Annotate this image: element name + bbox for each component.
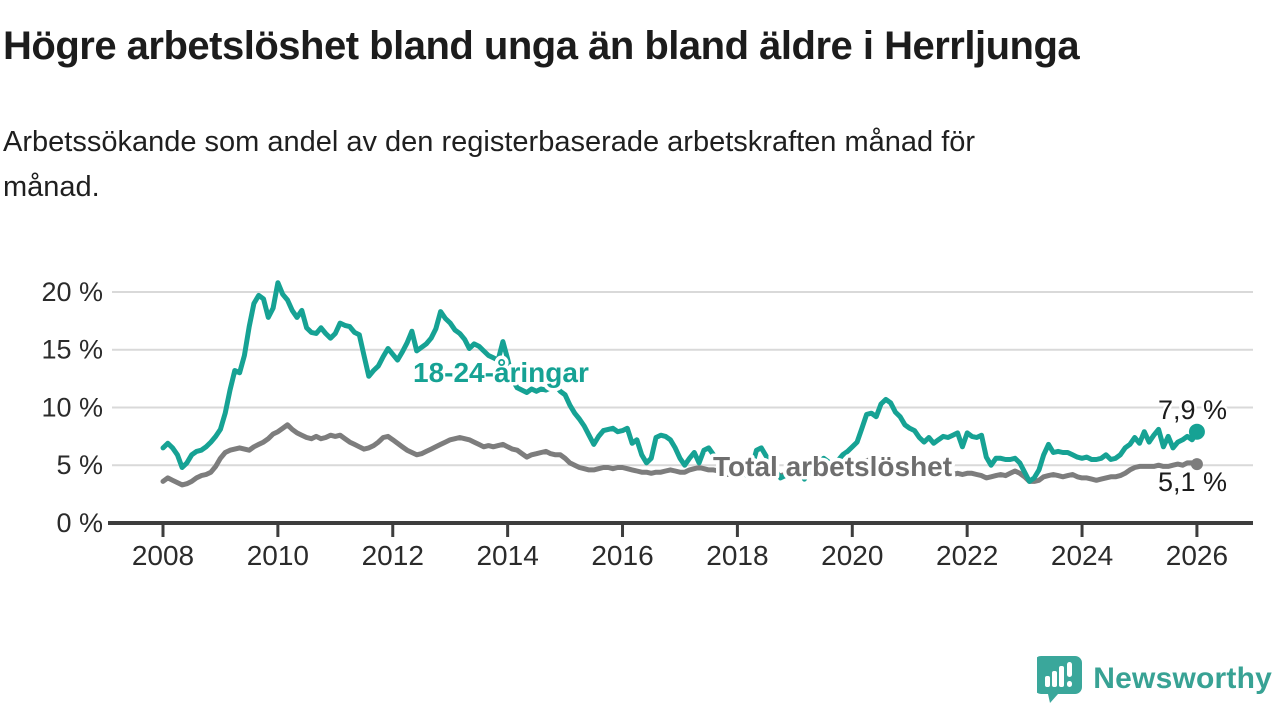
x-tick-label-2014: 2014 — [476, 540, 538, 571]
chart-subtitle: Arbetssökande som andel av den registerb… — [3, 120, 1203, 210]
bar-icon-small — [1045, 676, 1051, 687]
unemployment-line-chart: 0 % 5 % 10 % 15 % 20 % 2008 2010 2012 2014 2016 20… — [41, 277, 1253, 571]
x-tick-label-2018: 2018 — [706, 540, 768, 571]
x-tick-label-2022: 2022 — [936, 540, 998, 571]
y-tick-label-20: 20 % — [41, 277, 103, 307]
exclamation-dot-icon — [1067, 681, 1073, 687]
x-tick-label-2016: 2016 — [591, 540, 653, 571]
bar-icon-medium — [1052, 671, 1058, 687]
subtitle-line-1: Arbetssökande som andel av den registerb… — [3, 126, 976, 158]
newsworthy-logo-icon — [1037, 656, 1083, 703]
x-tick-label-2024: 2024 — [1051, 540, 1113, 571]
y-tick-label-0: 0 % — [56, 508, 103, 538]
page-title: Högre arbetslöshet bland unga än bland ä… — [3, 24, 1080, 68]
endpoint-dot-young — [1188, 423, 1205, 440]
bar-icon-tall — [1059, 666, 1065, 687]
x-tick-label-2026: 2026 — [1166, 540, 1228, 571]
series-label-total: Total arbetslöshet — [713, 451, 952, 482]
x-tick-label-2010: 2010 — [247, 540, 309, 571]
end-value-label-total: 5,1 % — [1158, 467, 1227, 497]
end-value-label-young: 7,9 % — [1158, 395, 1227, 425]
series-line-young — [160, 280, 1200, 484]
exclamation-bar-icon — [1067, 662, 1073, 677]
x-tick-label-2012: 2012 — [362, 540, 424, 571]
y-tick-label-10: 10 % — [41, 392, 103, 422]
y-tick-label-5: 5 % — [56, 450, 103, 480]
x-tick-label-2020: 2020 — [821, 540, 883, 571]
x-tick-label-2008: 2008 — [132, 540, 194, 571]
brand-footer: Newsworthy — [1037, 654, 1272, 704]
brand-name: Newsworthy — [1093, 662, 1272, 695]
subtitle-line-2: månad. — [3, 170, 100, 203]
series-label-young: 18-24-åringar — [413, 357, 589, 388]
endpoint-dot-total — [1190, 458, 1203, 471]
y-tick-label-15: 15 % — [41, 335, 103, 365]
